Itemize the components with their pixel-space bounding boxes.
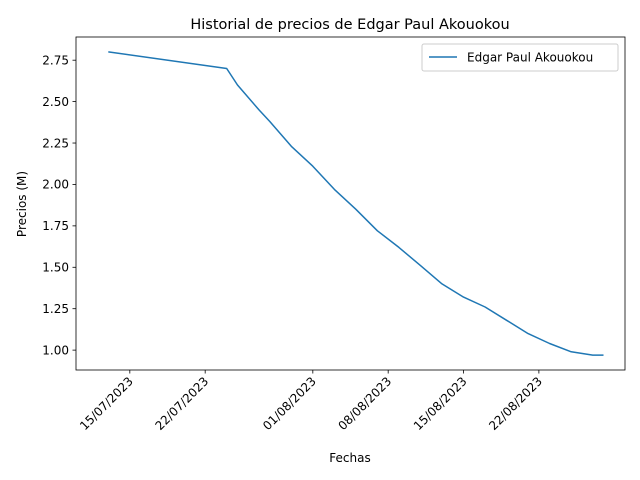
- y-tick-label: 2.50: [42, 95, 69, 109]
- legend-box: [421, 43, 619, 72]
- y-tick-label: 1.25: [42, 302, 69, 316]
- y-tick-label: 1.75: [42, 219, 69, 233]
- y-axis-title: Precios (M): [15, 171, 29, 237]
- legend-label: Edgar Paul Akouokou: [467, 51, 593, 65]
- x-axis-title: Fechas: [329, 451, 370, 465]
- plot-frame: [75, 36, 626, 371]
- y-tick-label: 2.00: [42, 178, 69, 192]
- series-layer: [108, 51, 604, 356]
- y-tick-label: 2.75: [42, 53, 69, 67]
- y-tick-label: 1.00: [42, 343, 69, 357]
- y-tick-label: 2.25: [42, 136, 69, 150]
- series-line: [108, 51, 604, 356]
- y-axis-ticks: 1.00 1.25 1.50 1.75 2.00 2.25 2.50 2.75: [42, 53, 76, 357]
- chart-title: Historial de precios de Edgar Paul Akouo…: [190, 17, 509, 33]
- legend: Edgar Paul Akouokou: [421, 43, 619, 72]
- y-tick-label: 1.50: [42, 261, 69, 275]
